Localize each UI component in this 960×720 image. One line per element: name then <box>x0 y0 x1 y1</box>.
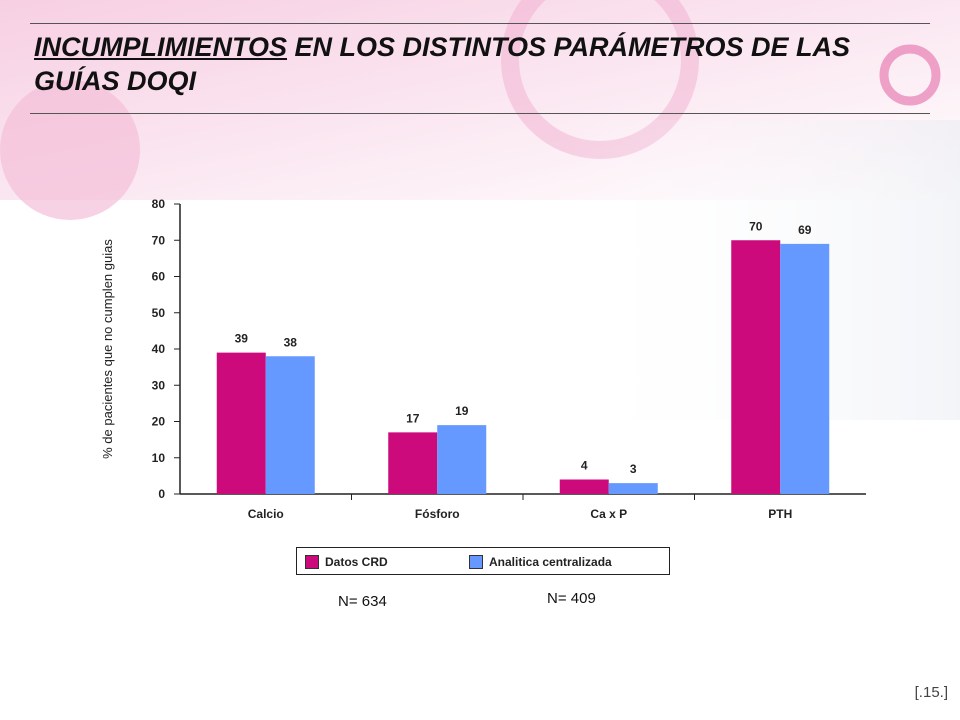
data-label: 70 <box>749 219 763 233</box>
title-underlined-word: INCUMPLIMIENTOS <box>34 32 288 62</box>
bar-PTH-1 <box>731 240 781 494</box>
sample-size-right: N= 409 <box>547 590 596 607</box>
x-tick-label: Calcio <box>248 507 284 521</box>
legend: Datos CRD Analitica centralizada <box>296 547 670 575</box>
bar-Fósforo-1 <box>388 432 438 494</box>
x-tick-label: Fósforo <box>415 507 460 521</box>
bar-Ca x P-2 <box>608 483 658 494</box>
legend-label-series-2: Analitica centralizada <box>489 555 612 569</box>
y-tick-label: 10 <box>152 451 166 465</box>
bar-Calcio-1 <box>216 352 266 494</box>
title-rule-bottom <box>30 113 930 114</box>
x-tick-label: Ca x P <box>590 507 627 521</box>
y-tick-label: 50 <box>152 306 166 320</box>
bar-Fósforo-2 <box>437 425 487 494</box>
page-label: [.15.] <box>914 684 948 701</box>
bar-PTH-2 <box>780 243 830 494</box>
x-tick-label: PTH <box>768 507 792 521</box>
y-tick-label: 20 <box>152 415 166 429</box>
legend-swatch-series-1 <box>305 555 319 569</box>
sample-size-left: N= 634 <box>338 593 387 610</box>
data-label: 38 <box>284 335 298 349</box>
y-tick-label: 40 <box>152 342 166 356</box>
bar-Ca x P-1 <box>559 479 609 494</box>
data-label: 19 <box>455 404 469 418</box>
legend-label-series-1: Datos CRD <box>325 555 388 569</box>
data-label: 4 <box>581 459 588 473</box>
title-rest: EN LOS DISTINTOS PARÁMETROS DE LAS GUÍAS… <box>34 32 851 96</box>
legend-swatch-series-2 <box>469 555 483 569</box>
slide-title: INCUMPLIMIENTOS EN LOS DISTINTOS PARÁMET… <box>34 30 914 98</box>
title-rule-top <box>30 23 930 24</box>
data-label: 39 <box>235 332 249 346</box>
y-tick-label: 80 <box>152 197 166 211</box>
y-tick-label: 70 <box>152 233 166 247</box>
y-axis-label: % de pacientes que no cumplen guias <box>100 239 115 459</box>
y-tick-label: 30 <box>152 378 166 392</box>
data-label: 69 <box>798 223 812 237</box>
y-tick-label: 60 <box>152 270 166 284</box>
data-label: 17 <box>406 411 420 425</box>
y-tick-label: 0 <box>158 487 165 501</box>
data-label: 3 <box>630 462 637 476</box>
bar-Calcio-2 <box>265 356 315 494</box>
